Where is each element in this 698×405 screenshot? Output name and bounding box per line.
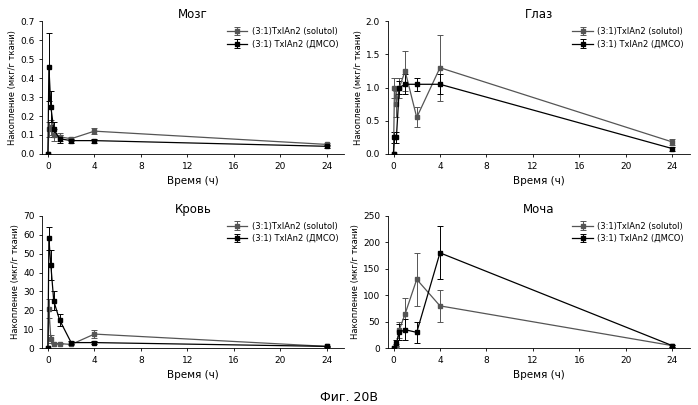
- Legend: (3:1)TxlAn2 (solutol), (3:1) TxlAn2 (ДМСО): (3:1)TxlAn2 (solutol), (3:1) TxlAn2 (ДМС…: [225, 26, 340, 50]
- Y-axis label: Накопление (мкг/г ткани): Накопление (мкг/г ткани): [354, 30, 363, 145]
- Y-axis label: Накопление (мкг/г ткани): Накопление (мкг/г ткани): [351, 224, 360, 339]
- Y-axis label: Накопление (мкг/г ткани): Накопление (мкг/г ткани): [8, 30, 17, 145]
- X-axis label: Время (ч): Время (ч): [168, 371, 219, 380]
- X-axis label: Время (ч): Время (ч): [168, 176, 219, 186]
- Title: Кровь: Кровь: [174, 203, 211, 216]
- X-axis label: Время (ч): Время (ч): [513, 176, 565, 186]
- Legend: (3:1)TxlAn2 (solutol), (3:1) TxlAn2 (ДМСО): (3:1)TxlAn2 (solutol), (3:1) TxlAn2 (ДМС…: [225, 220, 340, 245]
- Legend: (3:1)TxlAn2 (solutol), (3:1) TxlAn2 (ДМСО): (3:1)TxlAn2 (solutol), (3:1) TxlAn2 (ДМС…: [570, 220, 685, 245]
- X-axis label: Время (ч): Время (ч): [513, 371, 565, 380]
- Text: Фиг. 20В: Фиг. 20В: [320, 391, 378, 404]
- Title: Глаз: Глаз: [525, 9, 553, 21]
- Y-axis label: Накопление (мкг/г ткани): Накопление (мкг/г ткани): [11, 224, 20, 339]
- Legend: (3:1)TxlAn2 (solutol), (3:1) TxlAn2 (ДМСО): (3:1)TxlAn2 (solutol), (3:1) TxlAn2 (ДМС…: [570, 26, 685, 50]
- Title: Моча: Моча: [523, 203, 554, 216]
- Title: Мозг: Мозг: [178, 9, 208, 21]
